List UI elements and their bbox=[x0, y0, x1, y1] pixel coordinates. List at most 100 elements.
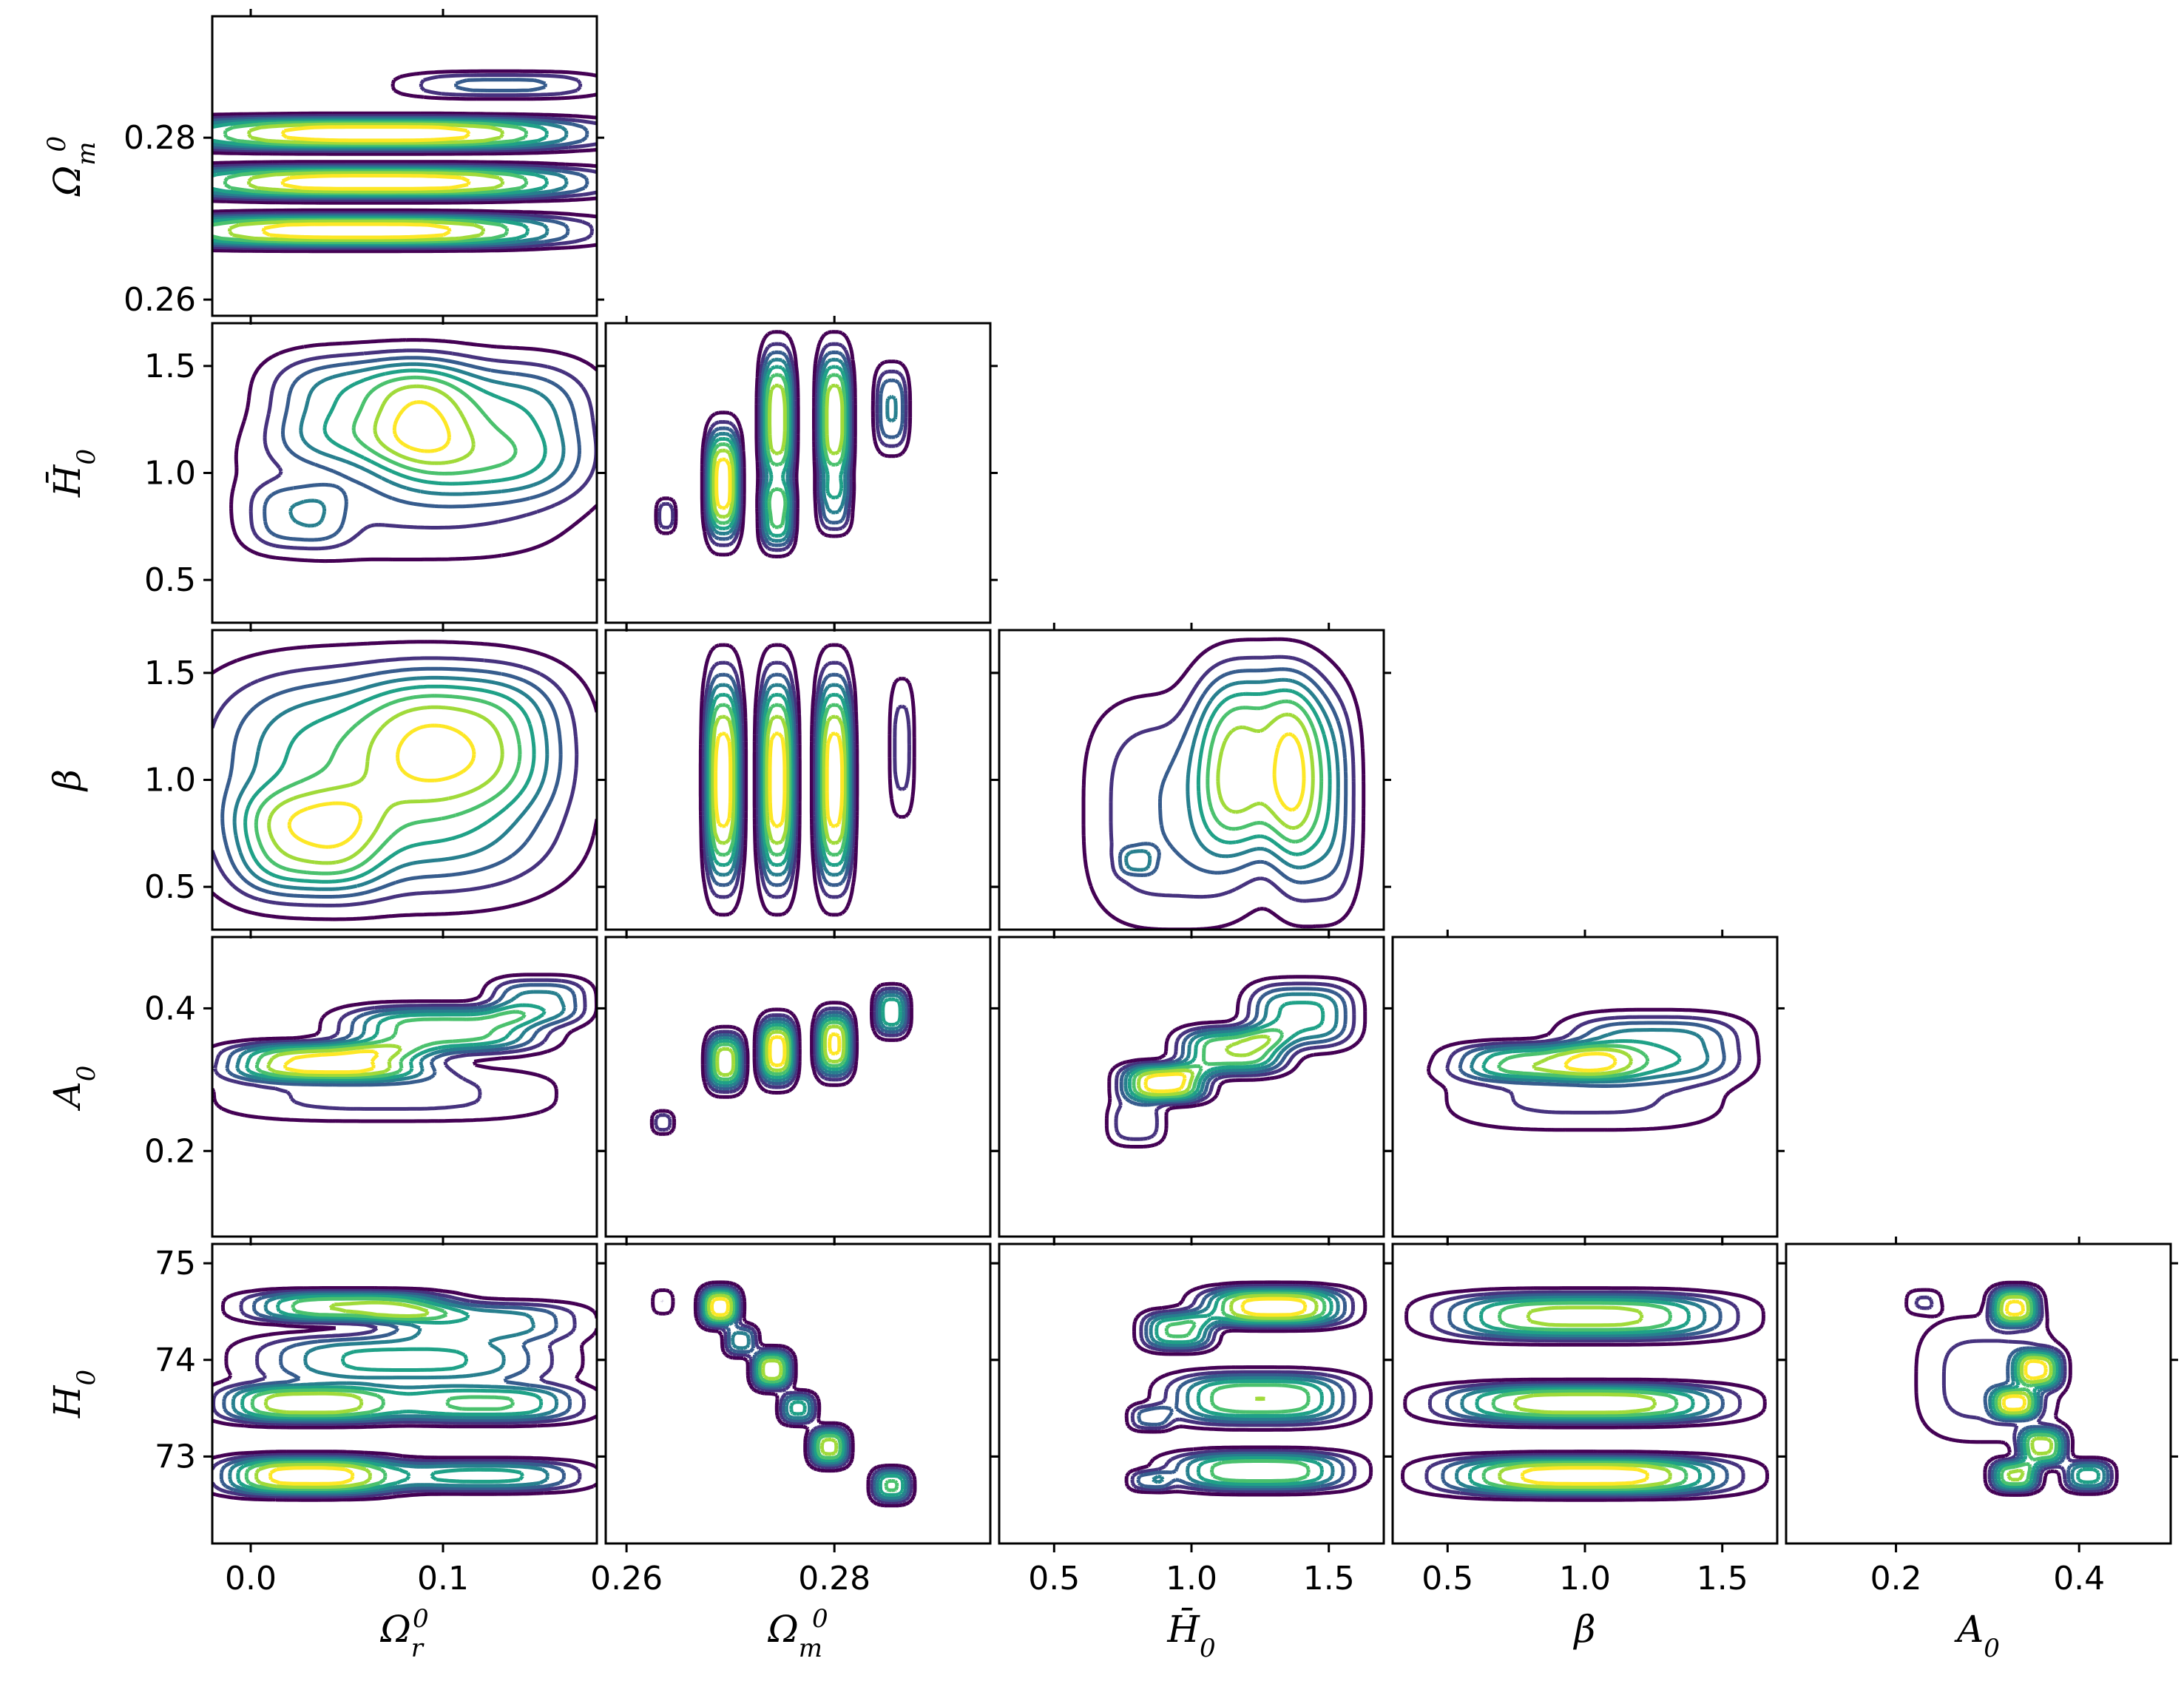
panel-Om_m-vs-A0 bbox=[597, 930, 998, 1245]
contour-level-2 bbox=[1914, 1284, 2114, 1494]
y-tick-label: 0.5 bbox=[144, 561, 196, 599]
panel-beta-vs-A0 bbox=[1384, 930, 1785, 1245]
contour-level-8 bbox=[261, 125, 471, 240]
panel-frame bbox=[604, 936, 992, 1238]
contour-level-3 bbox=[1458, 1021, 1726, 1088]
contour-level-2 bbox=[1130, 1283, 1357, 1493]
contour-level-7 bbox=[711, 383, 845, 519]
panel-frame bbox=[998, 936, 1385, 1238]
contours-Om_r-A0 bbox=[212, 973, 597, 1123]
contour-level-2 bbox=[212, 656, 579, 907]
contour-level-6 bbox=[712, 1020, 848, 1081]
contour-level-7 bbox=[711, 714, 847, 845]
contour-level-4 bbox=[1124, 677, 1340, 872]
contour-level-6 bbox=[254, 1010, 527, 1079]
contour-level-2 bbox=[701, 660, 911, 899]
contour-level-3 bbox=[1441, 1293, 1729, 1497]
panel-beta-vs-H0 bbox=[1384, 1237, 1785, 1552]
contours-Om_r-H0 bbox=[212, 1286, 597, 1502]
contour-level-1 bbox=[1124, 1280, 1373, 1497]
contour-level-5 bbox=[1127, 1001, 1325, 1101]
x-tick-label: 1.5 bbox=[1697, 1560, 1748, 1597]
contour-level-6 bbox=[244, 1296, 515, 1491]
contour-level-4 bbox=[1455, 1295, 1715, 1495]
contour-level-1 bbox=[212, 1286, 597, 1502]
contour-level-1 bbox=[212, 973, 597, 1123]
contour-level-6 bbox=[212, 121, 529, 244]
contour-level-1 bbox=[649, 981, 913, 1136]
contour-level-8 bbox=[1143, 1072, 1187, 1094]
panel-Om_m-vs-Hbar0 bbox=[597, 316, 998, 632]
contours-Om_m-H0 bbox=[651, 1280, 917, 1508]
contour-level-2 bbox=[213, 978, 587, 1111]
contour-level-7 bbox=[227, 122, 505, 242]
x-tick-label: 0.1 bbox=[417, 1560, 469, 1597]
y-axis-label-A0: A0 bbox=[46, 1066, 101, 1112]
contour-level-5 bbox=[245, 1003, 547, 1081]
contour-level-7 bbox=[1532, 1047, 1633, 1076]
contour-level-7 bbox=[1137, 1034, 1271, 1097]
contour-level-6 bbox=[1481, 1301, 1688, 1491]
y-tick-label: 75 bbox=[155, 1245, 196, 1282]
contour-level-5 bbox=[1991, 1290, 2100, 1489]
contour-level-1 bbox=[1427, 1007, 1761, 1132]
contour-level-8 bbox=[714, 457, 732, 510]
contour-level-2 bbox=[249, 348, 597, 551]
contour-level-4 bbox=[228, 1292, 559, 1495]
panel-Om_r-vs-beta bbox=[203, 623, 604, 939]
contour-level-3 bbox=[1119, 987, 1348, 1107]
contour-level-8 bbox=[283, 1049, 379, 1075]
contour-level-3 bbox=[1118, 667, 1348, 885]
contour-level-3 bbox=[220, 666, 563, 899]
y-tick-label: 0.5 bbox=[144, 868, 196, 906]
contour-level-1 bbox=[698, 643, 916, 917]
contours-Hbar0-beta bbox=[1081, 637, 1366, 930]
y-tick-label: 0.28 bbox=[124, 119, 196, 157]
panel-Hbar0-vs-H0 bbox=[990, 1237, 1391, 1552]
contours-Om_m-A0 bbox=[649, 981, 913, 1136]
y-tick-label: 1.5 bbox=[144, 655, 196, 692]
x-axis-label-beta: β bbox=[1573, 1608, 1596, 1651]
contour-level-3 bbox=[1983, 1286, 2110, 1492]
contour-level-1 bbox=[212, 640, 597, 922]
contour-level-7 bbox=[267, 705, 504, 865]
contours-Om_r-Om_m bbox=[212, 69, 597, 254]
contour-level-5 bbox=[703, 1289, 905, 1497]
contour-level-2 bbox=[1109, 655, 1356, 903]
contour-level-2 bbox=[1424, 1290, 1745, 1499]
contour-level-1 bbox=[212, 69, 597, 254]
contours-beta-H0 bbox=[1401, 1286, 1769, 1502]
contour-level-7 bbox=[715, 1024, 846, 1077]
y-tick-label: 0.2 bbox=[144, 1132, 196, 1170]
contours-Om_m-beta bbox=[698, 643, 916, 917]
panel-frame bbox=[211, 1242, 598, 1545]
contours-Om_r-beta bbox=[212, 640, 597, 922]
x-axis-label-A0: A0 bbox=[1954, 1608, 2000, 1663]
contour-level-2 bbox=[212, 73, 597, 251]
contour-level-6 bbox=[1164, 1291, 1327, 1483]
contour-level-2 bbox=[1114, 981, 1356, 1141]
contour-level-7 bbox=[1229, 1294, 1319, 1401]
contour-level-3 bbox=[263, 356, 581, 542]
contour-level-8 bbox=[710, 1296, 730, 1317]
contour-level-5 bbox=[243, 684, 536, 884]
panel-frame bbox=[211, 936, 598, 1238]
contour-level-4 bbox=[288, 362, 566, 528]
y-tick-label: 73 bbox=[155, 1438, 196, 1475]
contour-level-7 bbox=[1498, 1305, 1672, 1489]
y-axis-label-Om_m: Ωm0 bbox=[42, 136, 101, 197]
x-tick-label: 0.0 bbox=[225, 1560, 277, 1597]
contours-A0-H0 bbox=[1904, 1280, 2119, 1497]
panel-Om_m-vs-H0 bbox=[597, 1237, 998, 1552]
y-axis-label-beta: β bbox=[46, 769, 89, 792]
contour-level-2 bbox=[660, 1283, 913, 1504]
contour-level-4 bbox=[1123, 992, 1339, 1103]
panel-frame bbox=[211, 15, 598, 317]
contour-level-8 bbox=[287, 723, 476, 849]
contour-level-8 bbox=[1272, 731, 1306, 812]
contour-level-2 bbox=[654, 986, 910, 1132]
y-tick-label: 74 bbox=[155, 1342, 196, 1379]
contour-level-1 bbox=[1081, 637, 1366, 930]
panels-layer bbox=[203, 9, 2178, 1552]
contour-level-1 bbox=[1401, 1286, 1769, 1502]
